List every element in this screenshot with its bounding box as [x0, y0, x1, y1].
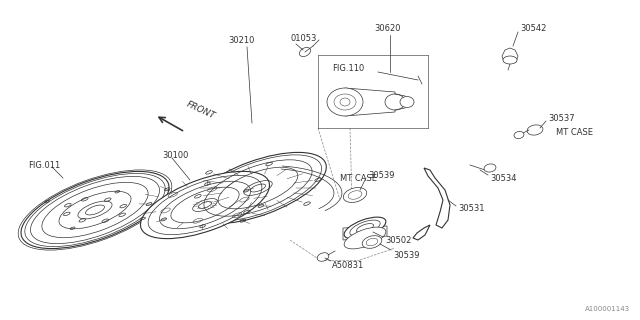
Polygon shape: [345, 88, 395, 116]
Ellipse shape: [300, 47, 310, 57]
Text: 30534: 30534: [490, 173, 516, 182]
Ellipse shape: [385, 94, 405, 110]
Ellipse shape: [344, 227, 386, 249]
Text: FRONT: FRONT: [185, 100, 217, 121]
Ellipse shape: [141, 172, 269, 239]
Polygon shape: [343, 226, 387, 240]
Polygon shape: [413, 225, 430, 240]
Text: FIG.011: FIG.011: [28, 161, 60, 170]
Polygon shape: [424, 168, 450, 228]
Text: MT CASE: MT CASE: [340, 173, 377, 182]
Text: 30537: 30537: [548, 114, 575, 123]
Ellipse shape: [21, 172, 169, 249]
Ellipse shape: [317, 253, 329, 261]
Ellipse shape: [484, 164, 496, 172]
Ellipse shape: [503, 56, 517, 64]
Text: A50831: A50831: [332, 260, 364, 269]
Text: A100001143: A100001143: [585, 306, 630, 312]
Ellipse shape: [527, 125, 543, 135]
Text: 30542: 30542: [520, 23, 547, 33]
Ellipse shape: [362, 236, 382, 248]
Polygon shape: [502, 48, 518, 62]
Ellipse shape: [344, 217, 386, 239]
Ellipse shape: [327, 88, 363, 116]
Text: 30100: 30100: [162, 150, 188, 159]
Text: 01053: 01053: [290, 34, 316, 43]
Text: 30539: 30539: [393, 251, 419, 260]
Ellipse shape: [514, 132, 524, 139]
Text: FIG.110: FIG.110: [332, 63, 364, 73]
Text: MT CASE: MT CASE: [556, 127, 593, 137]
Ellipse shape: [343, 188, 367, 203]
Ellipse shape: [189, 152, 326, 224]
Text: 30539: 30539: [368, 171, 394, 180]
Ellipse shape: [400, 97, 414, 108]
Text: 30531: 30531: [458, 204, 484, 212]
Text: 30502: 30502: [385, 236, 412, 244]
Text: 30620: 30620: [375, 23, 401, 33]
Text: 30210: 30210: [228, 36, 254, 44]
